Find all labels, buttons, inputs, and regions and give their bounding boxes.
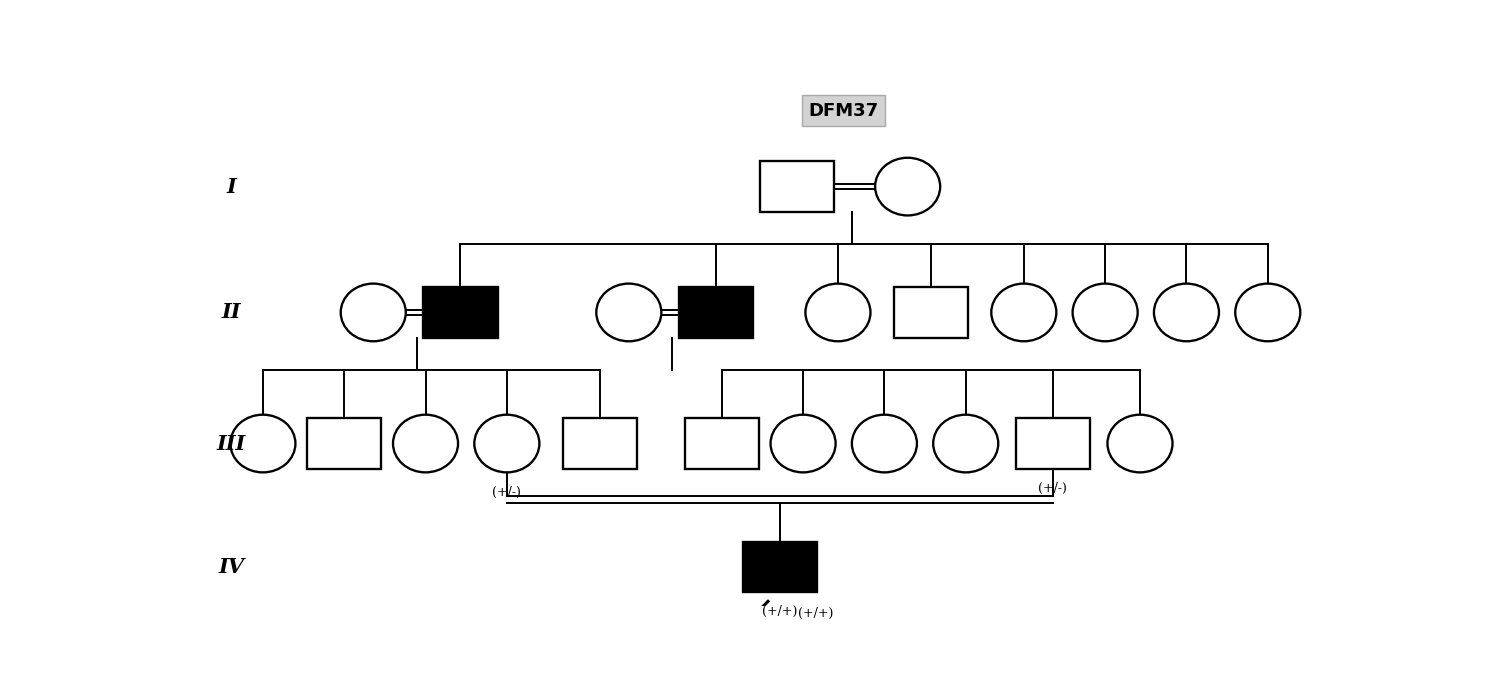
FancyBboxPatch shape <box>679 287 752 338</box>
Text: (+/+): (+/+) <box>799 607 833 620</box>
Ellipse shape <box>805 283 871 341</box>
FancyBboxPatch shape <box>760 161 835 212</box>
FancyBboxPatch shape <box>307 418 381 469</box>
Ellipse shape <box>393 415 459 473</box>
Text: (+/-): (+/-) <box>1039 482 1067 495</box>
Text: (+/-): (+/-) <box>492 486 522 498</box>
FancyBboxPatch shape <box>685 418 758 469</box>
Ellipse shape <box>340 283 406 341</box>
Ellipse shape <box>991 283 1057 341</box>
Ellipse shape <box>851 415 917 473</box>
Ellipse shape <box>770 415 835 473</box>
FancyBboxPatch shape <box>1016 418 1090 469</box>
FancyBboxPatch shape <box>423 287 498 338</box>
Text: III: III <box>217 434 246 454</box>
Text: IV: IV <box>219 557 244 577</box>
Text: DFM37: DFM37 <box>808 101 878 120</box>
Ellipse shape <box>474 415 540 473</box>
Ellipse shape <box>231 415 295 473</box>
Ellipse shape <box>1235 283 1300 341</box>
Ellipse shape <box>875 158 940 215</box>
Ellipse shape <box>597 283 661 341</box>
Ellipse shape <box>1108 415 1172 473</box>
Text: II: II <box>222 302 241 322</box>
Text: (+/+): (+/+) <box>761 605 797 618</box>
Ellipse shape <box>1154 283 1219 341</box>
FancyBboxPatch shape <box>742 541 817 592</box>
FancyBboxPatch shape <box>562 418 637 469</box>
Ellipse shape <box>1073 283 1138 341</box>
Text: I: I <box>226 176 237 197</box>
Ellipse shape <box>934 415 998 473</box>
FancyBboxPatch shape <box>893 287 968 338</box>
